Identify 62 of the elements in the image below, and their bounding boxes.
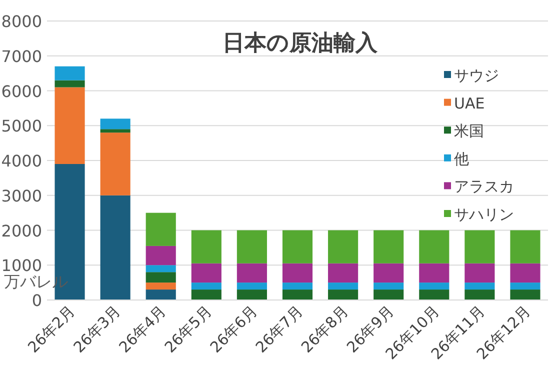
bar	[146, 265, 176, 272]
bar	[419, 282, 450, 290]
y-tick-label: 6000	[1, 82, 42, 101]
bar	[191, 282, 222, 290]
bar	[282, 290, 313, 300]
legend-label: アラスカ	[454, 178, 514, 196]
bar	[374, 282, 404, 290]
bar	[464, 263, 495, 283]
legend-label: サウジ	[454, 66, 499, 84]
legend-label: UAE	[454, 94, 485, 112]
bar	[464, 290, 495, 300]
bar	[146, 282, 176, 290]
bar	[374, 263, 404, 283]
bar	[510, 282, 540, 290]
legend-label: サハリン	[454, 206, 514, 224]
bar	[146, 212, 176, 246]
bar	[510, 230, 540, 264]
legend-label: 米国	[454, 122, 484, 140]
bar	[191, 263, 222, 283]
text: 日本の原油輸入	[222, 31, 378, 56]
bar	[419, 290, 450, 300]
bar	[510, 263, 540, 283]
bar	[282, 230, 313, 264]
bar	[328, 230, 358, 264]
bar	[191, 230, 222, 264]
legend-label: 他	[454, 150, 469, 168]
y-tick-label: 8000	[1, 12, 42, 31]
bar	[236, 290, 267, 300]
bar	[328, 282, 358, 290]
y-tick-label: 5000	[1, 116, 42, 136]
bar	[54, 164, 85, 300]
bar	[510, 290, 540, 300]
bar	[328, 263, 358, 283]
bar	[236, 282, 267, 290]
bar	[328, 290, 358, 300]
y-tick-label: 1000	[1, 256, 42, 276]
bar	[54, 80, 85, 88]
y-tick-label: 2000	[1, 221, 42, 240]
bar	[419, 230, 450, 264]
bar	[374, 230, 404, 264]
bar	[236, 230, 267, 264]
bar	[236, 263, 267, 283]
bar	[419, 263, 450, 283]
bar	[191, 290, 222, 300]
bar	[282, 282, 313, 290]
bar	[282, 263, 313, 283]
y-tick-label: 0	[32, 291, 42, 310]
bar	[464, 230, 495, 264]
bar	[54, 87, 85, 164]
bar	[54, 66, 85, 80]
y-tick-label: 3000	[1, 186, 42, 206]
bar	[100, 129, 130, 133]
bar	[100, 132, 130, 196]
bar	[146, 246, 176, 266]
y-tick-label: 7000	[1, 46, 42, 66]
bar	[100, 195, 130, 300]
bar	[146, 290, 176, 300]
bar	[146, 272, 176, 283]
bar	[374, 290, 404, 300]
bar	[100, 118, 130, 130]
y-tick-label: 4000	[1, 152, 42, 170]
bar	[464, 282, 495, 290]
